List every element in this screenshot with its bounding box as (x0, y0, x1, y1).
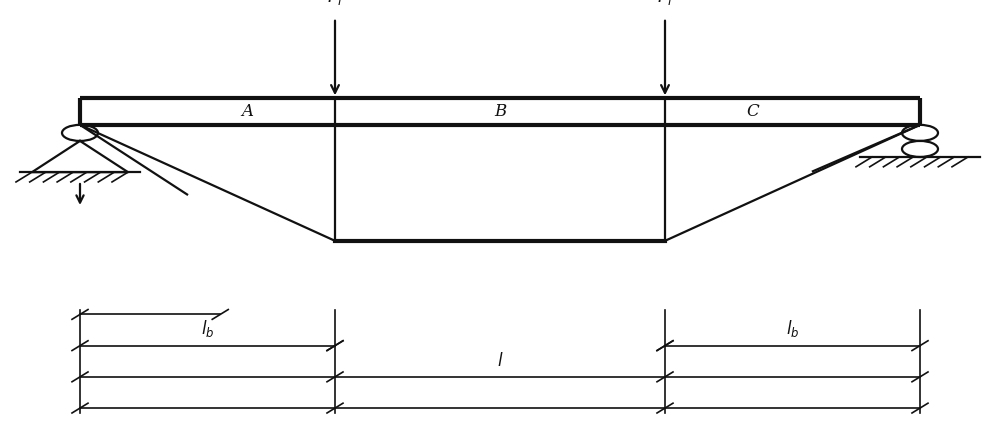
Text: A: A (242, 103, 254, 120)
Text: C: C (746, 103, 759, 120)
Text: $l_b$: $l_b$ (786, 318, 799, 339)
Text: $P_i$: $P_i$ (657, 0, 673, 7)
Text: $P_i$: $P_i$ (327, 0, 343, 7)
Text: $l$: $l$ (497, 352, 503, 370)
Text: $l_b$: $l_b$ (201, 318, 214, 339)
Text: B: B (494, 103, 506, 120)
